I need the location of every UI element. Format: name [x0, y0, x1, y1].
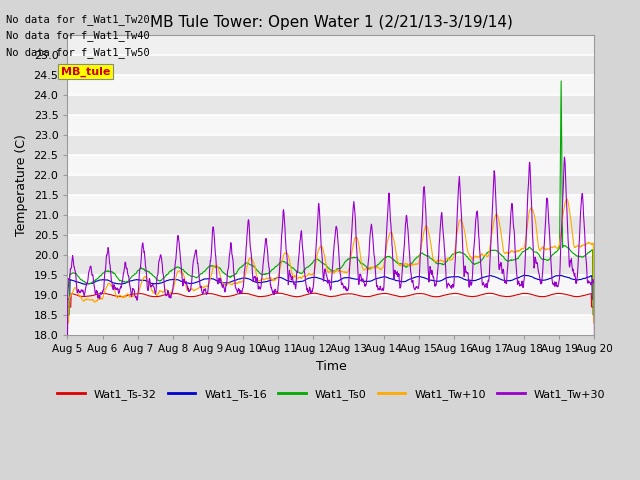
Bar [67, 195, 595, 215]
Wat1_Tw+30 [181, 278, 189, 284]
Bar [67, 155, 595, 175]
Wat1_Tw+10 [413, 261, 420, 267]
Wat1_Ts-32 [482, 291, 490, 297]
Wat1_Tw+10 [240, 277, 248, 283]
Wat1_Ts-16 [520, 272, 527, 278]
Bar [67, 115, 595, 135]
Wat1_Ts-16 [181, 279, 189, 285]
Wat1_Tw+10 [481, 252, 489, 257]
Wat1_Ts-32 [310, 290, 318, 296]
Wat1_Ts-16 [168, 277, 175, 283]
Wat1_Tw+10 [63, 320, 71, 326]
Wat1_Ts0 [528, 247, 536, 252]
Wat1_Tw+30 [413, 284, 420, 290]
Wat1_Ts-16 [591, 296, 598, 302]
Wat1_Tw+30 [591, 340, 598, 346]
Text: No data for f_Wat1_Tw40: No data for f_Wat1_Tw40 [6, 30, 150, 41]
Line: Wat1_Tw+10: Wat1_Tw+10 [67, 199, 595, 323]
Wat1_Ts0 [63, 312, 71, 318]
Wat1_Tw+10 [591, 320, 598, 326]
Wat1_Ts-32 [181, 293, 189, 299]
Wat1_Ts0 [481, 252, 489, 258]
Bar [67, 215, 595, 235]
Text: No data for f_Wat1_Tw50: No data for f_Wat1_Tw50 [6, 47, 150, 58]
Wat1_Ts-32 [240, 290, 248, 296]
Wat1_Ts0 [181, 269, 189, 275]
Wat1_Tw+10 [528, 206, 536, 212]
Wat1_Ts0 [413, 254, 420, 260]
Wat1_Tw+30 [481, 284, 489, 289]
Wat1_Ts-32 [63, 304, 71, 310]
Bar [67, 135, 595, 155]
Bar [67, 75, 595, 95]
Legend: Wat1_Ts-32, Wat1_Ts-16, Wat1_Ts0, Wat1_Tw+10, Wat1_Tw+30: Wat1_Ts-32, Wat1_Ts-16, Wat1_Ts0, Wat1_T… [52, 384, 609, 404]
Wat1_Tw+30 [528, 212, 536, 217]
Bar [67, 175, 595, 195]
Line: Wat1_Ts-16: Wat1_Ts-16 [67, 275, 595, 299]
Y-axis label: Temperature (C): Temperature (C) [15, 134, 28, 236]
Wat1_Ts-16 [529, 274, 536, 280]
Line: Wat1_Ts0: Wat1_Ts0 [67, 81, 595, 315]
Wat1_Ts-32 [591, 304, 598, 310]
Bar [67, 295, 595, 315]
Bar [67, 275, 595, 295]
Bar [67, 235, 595, 255]
Text: No data for f_Wat1_Tw20: No data for f_Wat1_Tw20 [6, 13, 150, 24]
Wat1_Tw+30 [168, 290, 175, 296]
Wat1_Tw+30 [63, 340, 71, 346]
Wat1_Tw+30 [561, 154, 568, 160]
Bar [67, 95, 595, 115]
Wat1_Ts0 [168, 267, 175, 273]
Title: MB Tule Tower: Open Water 1 (2/21/13-3/19/14): MB Tule Tower: Open Water 1 (2/21/13-3/1… [150, 15, 513, 30]
Wat1_Ts0 [557, 78, 565, 84]
Wat1_Ts0 [240, 262, 248, 268]
Wat1_Ts0 [591, 312, 598, 318]
Wat1_Ts-16 [240, 275, 248, 281]
Wat1_Ts-32 [529, 292, 536, 298]
Wat1_Tw+10 [168, 288, 175, 294]
Bar [67, 255, 595, 275]
Wat1_Ts-16 [63, 296, 71, 302]
Bar [67, 315, 595, 335]
Wat1_Tw+10 [564, 196, 572, 202]
Wat1_Ts-16 [481, 274, 489, 280]
X-axis label: Time: Time [316, 360, 346, 372]
Text: MB_tule: MB_tule [61, 66, 110, 77]
Wat1_Tw+10 [181, 276, 189, 282]
Bar [67, 55, 595, 75]
Line: Wat1_Ts-32: Wat1_Ts-32 [67, 293, 595, 307]
Wat1_Tw+30 [240, 280, 248, 286]
Wat1_Ts-32 [413, 291, 420, 297]
Wat1_Ts-16 [413, 274, 420, 280]
Line: Wat1_Tw+30: Wat1_Tw+30 [67, 157, 595, 343]
Wat1_Ts-32 [168, 291, 175, 297]
